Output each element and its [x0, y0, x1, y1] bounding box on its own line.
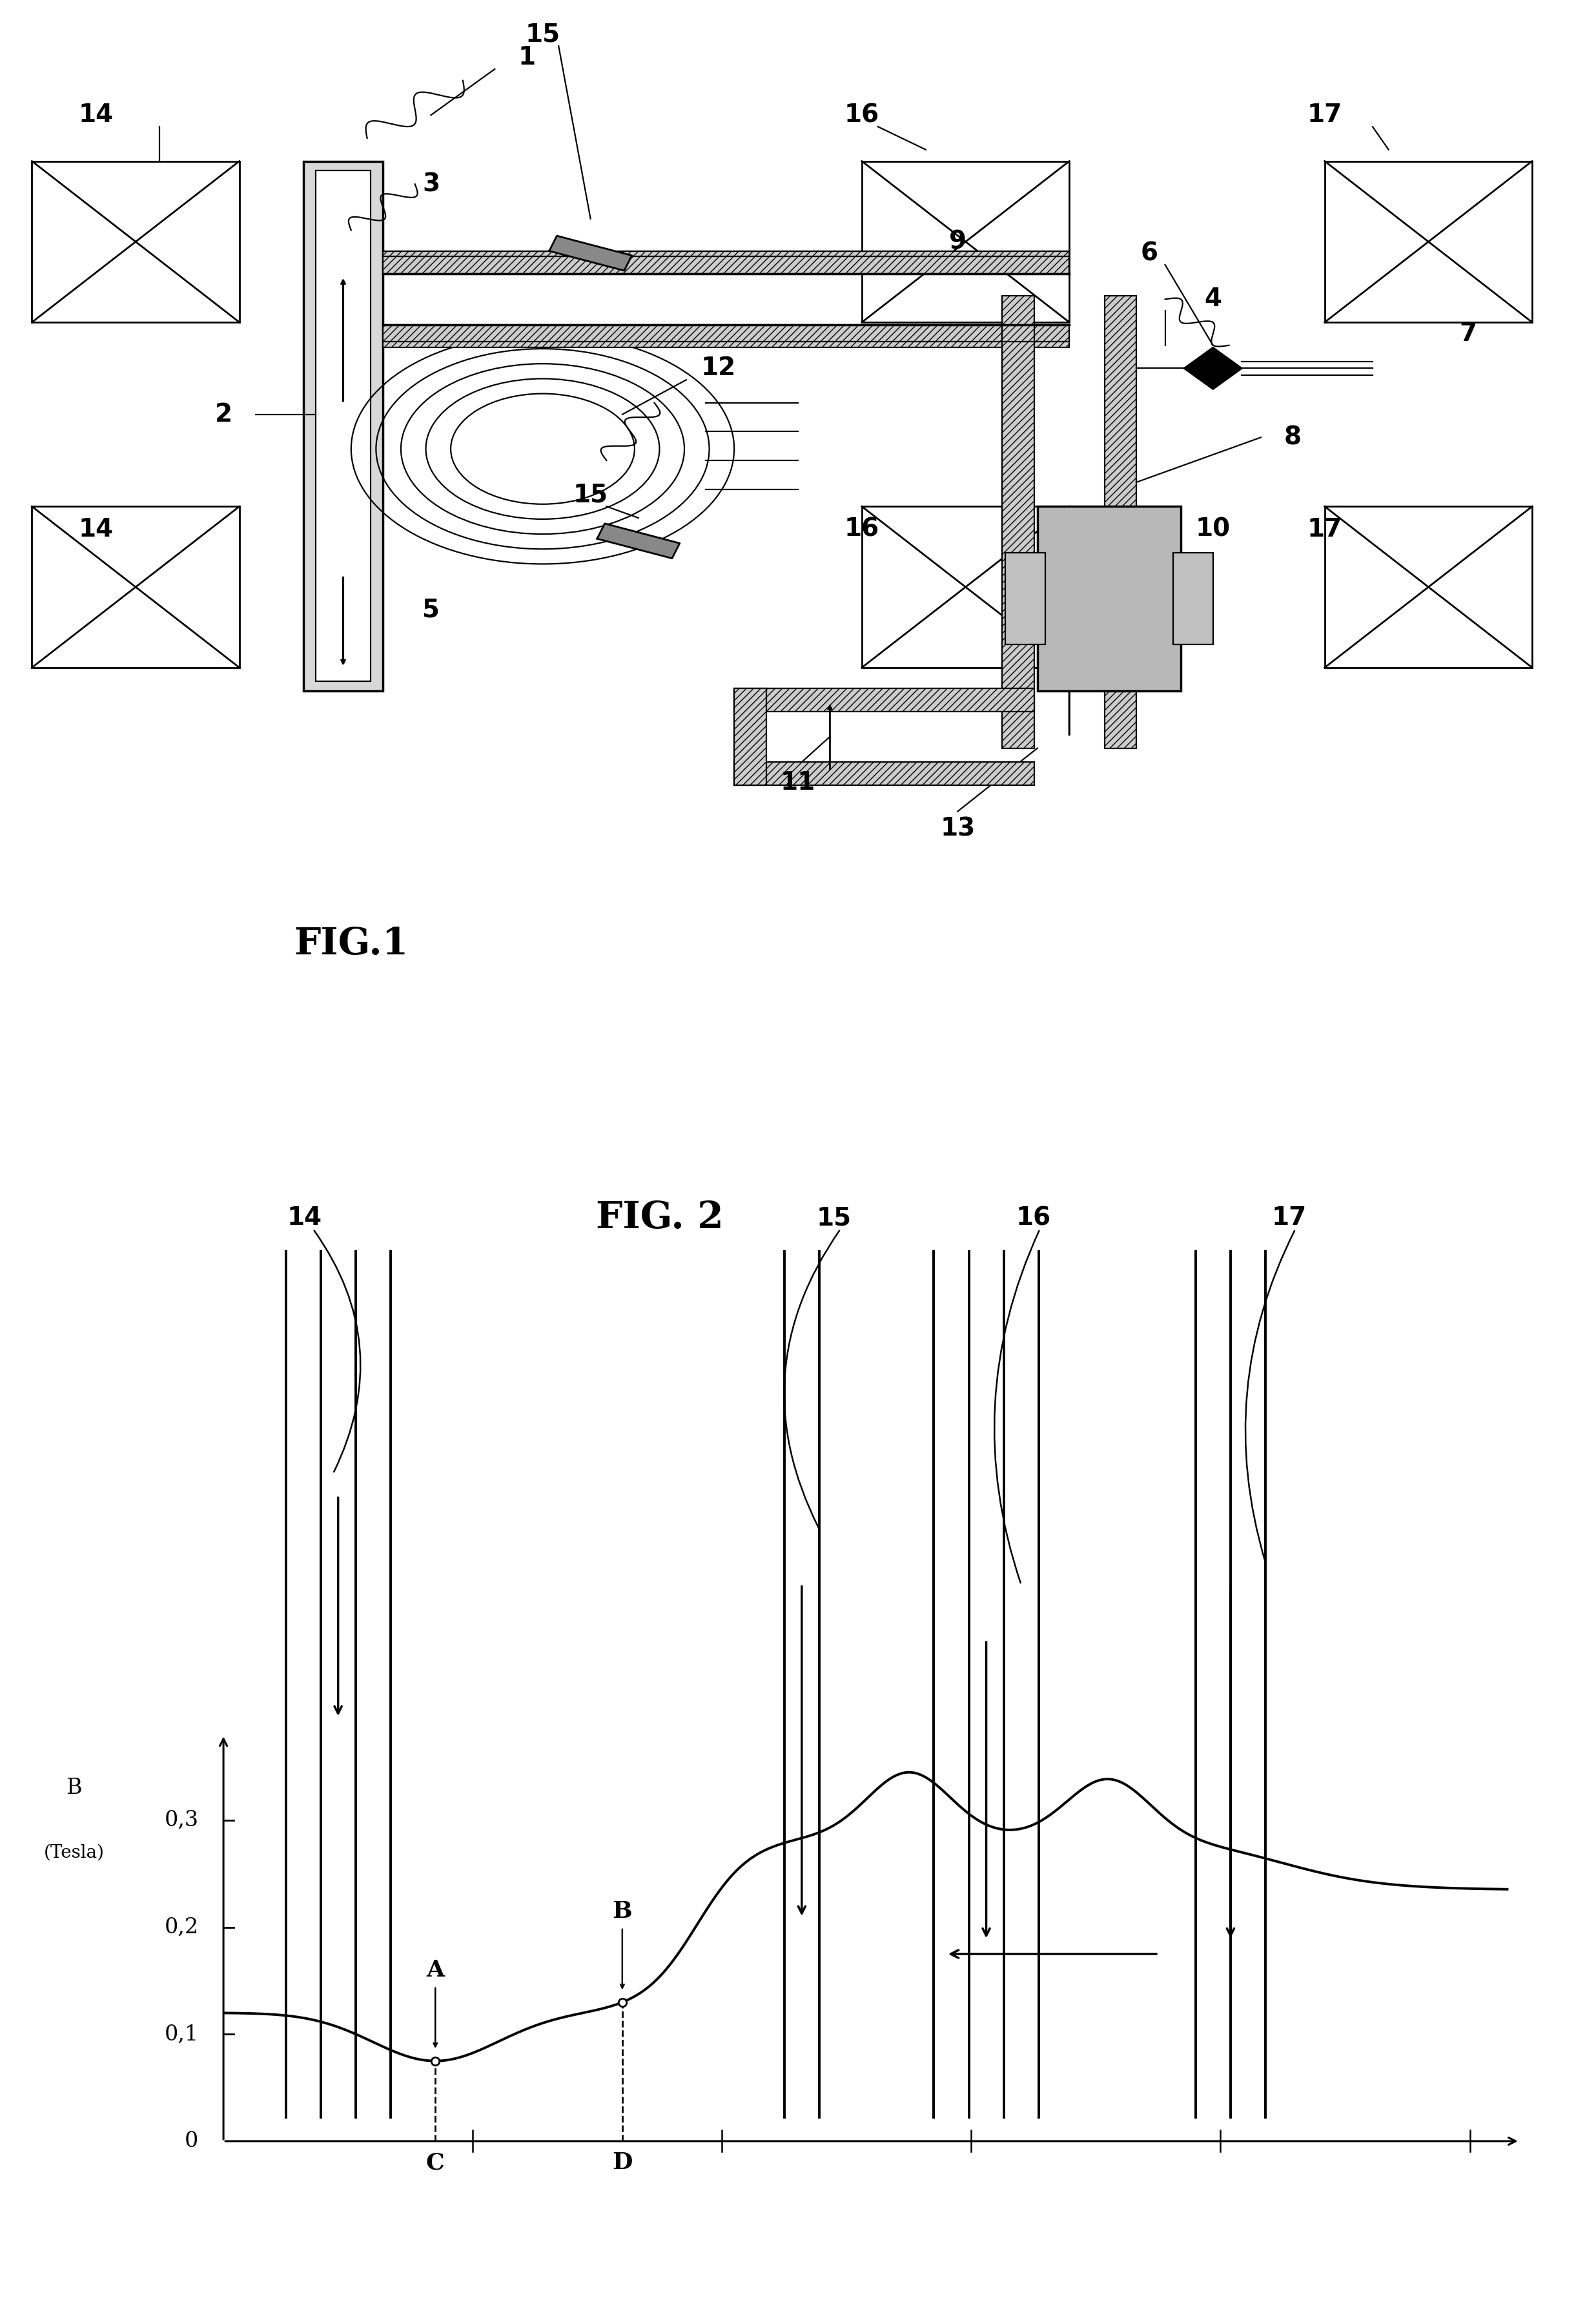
Text: 14: 14 [78, 104, 113, 127]
Bar [862, 161, 1069, 322]
Text: 13: 13 [940, 817, 975, 840]
Text: 9: 9 [950, 230, 966, 253]
Text: 16: 16 [844, 104, 879, 127]
Text: C: C [426, 2152, 445, 2173]
Text: 17: 17 [1307, 104, 1342, 127]
Bar [734, 688, 1034, 711]
Bar [734, 688, 766, 785]
Bar [32, 506, 239, 668]
Text: 7: 7 [1460, 322, 1476, 345]
Bar [1325, 506, 1532, 668]
Text: 17: 17 [1307, 518, 1342, 541]
Polygon shape [549, 235, 632, 272]
Bar [32, 161, 239, 322]
Text: 0,1: 0,1 [164, 2023, 198, 2044]
Text: 15: 15 [573, 483, 608, 506]
Text: (Tesla): (Tesla) [43, 1844, 104, 1860]
Text: 8: 8 [1285, 426, 1301, 449]
Bar [1173, 552, 1213, 645]
Text: 0,2: 0,2 [164, 1918, 198, 1938]
Text: D: D [613, 2152, 632, 2173]
Text: A: A [426, 1959, 444, 1982]
Bar [1005, 552, 1045, 645]
Text: 2: 2 [215, 403, 231, 426]
Text: 4: 4 [1205, 288, 1221, 311]
Text: B: B [65, 1777, 81, 1798]
Text: 10: 10 [1195, 518, 1231, 541]
Bar [862, 506, 1069, 668]
Text: 15: 15 [525, 23, 560, 46]
Bar [734, 762, 1034, 785]
Polygon shape [1184, 348, 1242, 389]
Bar [303, 161, 383, 691]
Bar [1037, 506, 1181, 691]
Text: 6: 6 [1141, 242, 1157, 265]
Polygon shape [597, 523, 680, 559]
Text: 0,3: 0,3 [164, 1809, 198, 1830]
Bar [1104, 295, 1136, 748]
Bar [383, 325, 1069, 348]
Text: 15: 15 [817, 1206, 852, 1229]
Bar [316, 170, 370, 681]
Text: 16: 16 [1017, 1206, 1052, 1229]
Text: 11: 11 [780, 771, 816, 794]
Text: 5: 5 [423, 599, 439, 622]
Text: 1: 1 [519, 46, 535, 69]
Text: 3: 3 [423, 173, 439, 196]
Text: FIG.1: FIG.1 [294, 925, 409, 962]
Text: 14: 14 [287, 1206, 322, 1229]
Text: 0: 0 [185, 2132, 198, 2152]
Text: 17: 17 [1272, 1206, 1307, 1229]
Text: 16: 16 [844, 518, 879, 541]
Text: 12: 12 [701, 357, 736, 380]
Text: 14: 14 [78, 518, 113, 541]
Bar [383, 251, 1069, 274]
Text: FIG. 2: FIG. 2 [595, 1199, 723, 1236]
Bar [1002, 295, 1034, 748]
Bar [1325, 161, 1532, 322]
Text: B: B [613, 1901, 632, 1922]
